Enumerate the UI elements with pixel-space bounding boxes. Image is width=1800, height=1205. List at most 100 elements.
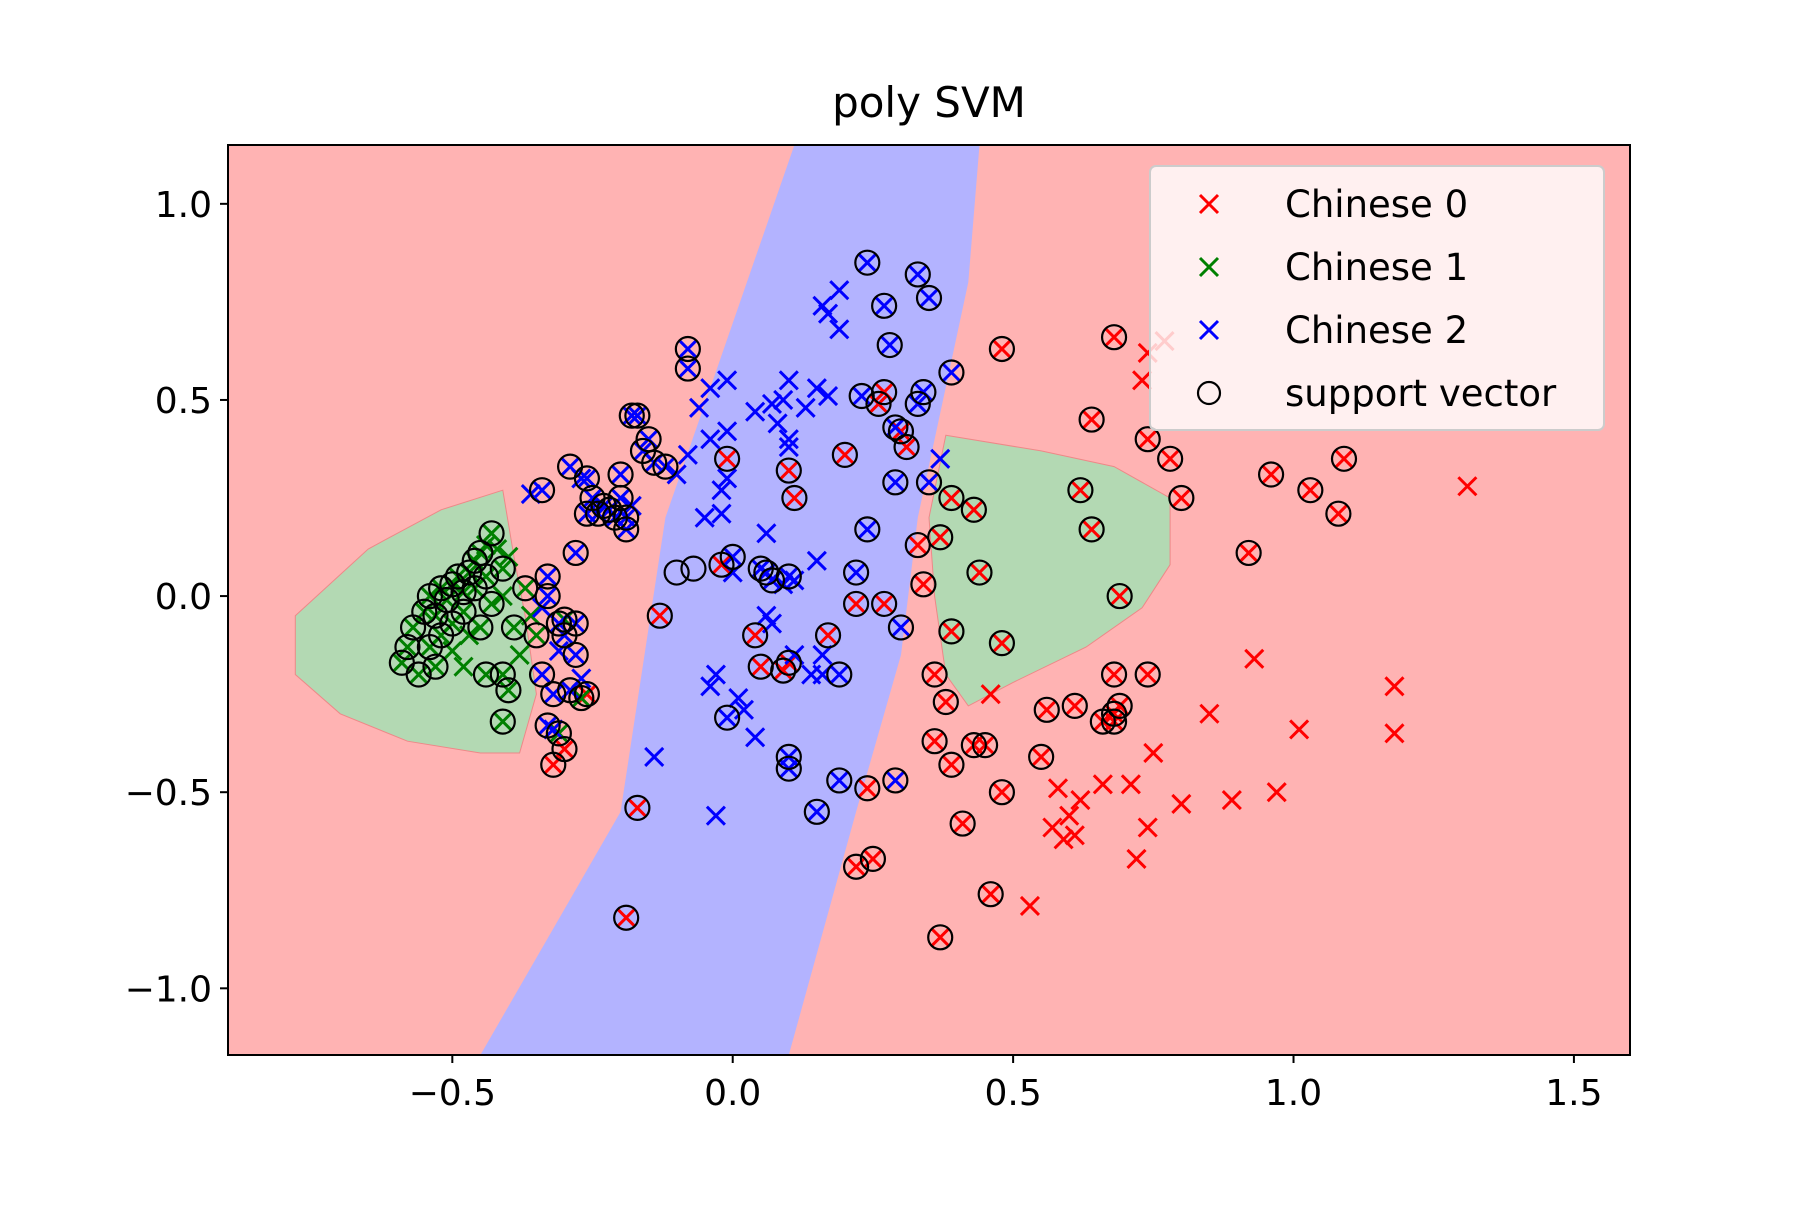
legend-box: [1149, 165, 1605, 431]
point-0: [1199, 703, 1220, 724]
point-2: [806, 801, 827, 822]
point-2: [918, 472, 940, 493]
support-vector: [523, 622, 550, 649]
support-vector: [540, 681, 567, 708]
point-2: [700, 676, 721, 697]
support-vector: [394, 633, 421, 661]
support-vector: [1168, 484, 1195, 512]
point-0: [963, 499, 984, 520]
point-2: [531, 480, 553, 501]
legend-marker: [1198, 319, 1220, 341]
support-vectors: [388, 249, 1358, 951]
point-2: [778, 370, 799, 391]
support-vector: [680, 555, 707, 582]
support-vector: [775, 743, 802, 770]
point-0: [1109, 586, 1130, 607]
region-class-1-right: [928, 434, 1171, 707]
y-tick-label: −1.0: [125, 969, 212, 1010]
support-vector: [489, 661, 516, 688]
point-2: [885, 770, 906, 791]
support-vector: [775, 755, 802, 782]
point-2: [717, 707, 738, 728]
support-vector: [938, 751, 965, 778]
support-vector: [467, 614, 494, 641]
x-tick-label: 0.0: [704, 1073, 761, 1114]
support-vector: [1134, 426, 1161, 453]
support-vector: [674, 355, 701, 382]
point-0: [1103, 327, 1125, 348]
support-vector: [758, 567, 786, 594]
point-2: [700, 429, 721, 450]
point-0: [750, 656, 771, 677]
support-vector: [613, 904, 640, 931]
point-0: [1221, 789, 1242, 811]
point-0: [857, 778, 878, 799]
point-0: [1059, 805, 1080, 826]
support-vector: [882, 414, 909, 441]
point-0: [907, 535, 928, 556]
point-2: [705, 664, 726, 685]
legend: Chinese 0 Chinese 1 Chinese 2 support vecto…: [1149, 165, 1605, 431]
point-2: [565, 542, 586, 563]
point-0: [1126, 848, 1147, 869]
point-0: [1064, 695, 1085, 716]
point-2: [565, 644, 586, 665]
point-2: [941, 362, 962, 383]
point-0: [1103, 664, 1125, 685]
point-1: [453, 656, 474, 677]
point-2: [717, 468, 738, 489]
support-vector: [422, 653, 449, 680]
support-vector: [826, 661, 853, 688]
support-vector: [624, 402, 651, 429]
point-2: [806, 378, 827, 399]
legend-label: Chinese 1: [1285, 246, 1468, 289]
point-2: [829, 770, 850, 791]
support-vector: [1100, 324, 1128, 351]
support-vector: [949, 810, 976, 837]
point-0: [784, 487, 805, 509]
support-vector: [1106, 582, 1133, 610]
point-2: [531, 664, 553, 685]
point-0: [745, 625, 766, 646]
support-vector: [921, 728, 948, 755]
point-2: [537, 586, 558, 607]
plot-frame: [227, 144, 1631, 1056]
x-tick-label: 1.0: [1265, 1073, 1322, 1114]
legend-marker: [1196, 380, 1222, 406]
point-0: [1070, 789, 1091, 811]
support-vector: [562, 539, 589, 567]
support-vector: [842, 853, 870, 880]
point-0: [1328, 503, 1349, 524]
point-1: [492, 586, 513, 607]
support-vector: [556, 677, 584, 704]
point-2: [778, 429, 799, 450]
point-0: [930, 927, 951, 948]
support-vector: [775, 457, 802, 484]
point-0: [980, 684, 1001, 705]
point-1: [470, 617, 491, 638]
point-2: [677, 444, 698, 465]
point-2: [817, 303, 839, 324]
point-0: [924, 731, 945, 752]
point-0: [1160, 448, 1181, 469]
support-vector: [613, 516, 640, 543]
point-0: [627, 797, 648, 818]
support-vector: [478, 520, 505, 547]
support-vector: [674, 335, 701, 363]
support-vector: [893, 433, 920, 461]
point-2: [806, 550, 827, 571]
support-vector: [842, 559, 870, 586]
point-2: [677, 338, 698, 360]
support-vector: [1078, 406, 1105, 433]
support-vector: [405, 661, 432, 688]
point-0: [1266, 782, 1287, 803]
point-2: [773, 389, 794, 411]
point-2: [756, 605, 777, 626]
point-1: [498, 680, 519, 701]
point-0: [874, 593, 895, 614]
point-2: [817, 385, 839, 407]
support-vector: [652, 453, 679, 480]
support-vector: [456, 559, 483, 586]
y-axis: 1.0 0.5 0.0 −0.5 −1.0: [125, 185, 228, 1010]
